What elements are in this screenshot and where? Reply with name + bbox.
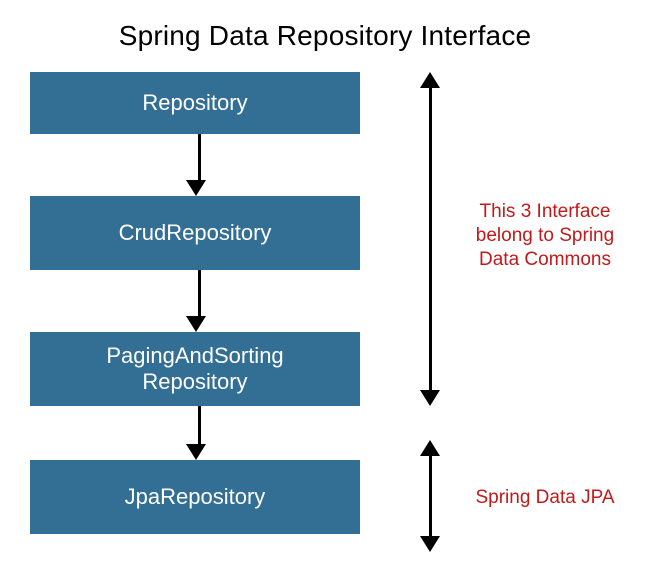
box-label: CrudRepository (119, 220, 272, 246)
arrow-crud-repository-to-paging-repository (194, 270, 206, 332)
box-repository: Repository (30, 72, 360, 134)
range-arrow-commons (420, 72, 440, 406)
box-label: PagingAndSortingRepository (106, 343, 283, 396)
diagram-title: Spring Data Repository Interface (0, 20, 650, 52)
box-label: Repository (142, 90, 247, 116)
range-arrow-jpa (420, 440, 440, 552)
range-label-jpa: Spring Data JPA (460, 486, 630, 510)
box-jpa-repository: JpaRepository (30, 460, 360, 534)
box-crud-repository: CrudRepository (30, 196, 360, 270)
box-paging-repository: PagingAndSortingRepository (30, 332, 360, 406)
box-label: JpaRepository (125, 484, 266, 510)
range-label-commons: This 3 Interface belong to Spring Data C… (460, 200, 630, 271)
arrow-paging-repository-to-jpa-repository (194, 406, 206, 460)
arrow-repository-to-crud-repository (194, 134, 206, 196)
